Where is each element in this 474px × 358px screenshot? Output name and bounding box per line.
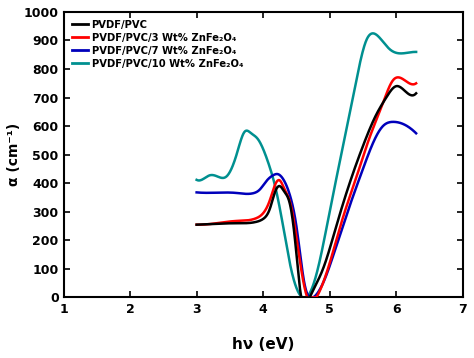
- Legend: PVDF/PVC, PVDF/PVC/3 Wt% ZnFe₂O₄, PVDF/PVC/7 Wt% ZnFe₂O₄, PVDF/PVC/10 Wt% ZnFe₂O: PVDF/PVC, PVDF/PVC/3 Wt% ZnFe₂O₄, PVDF/P…: [69, 17, 246, 72]
- Text: hν (eV): hν (eV): [232, 338, 294, 352]
- Y-axis label: α (cm⁻¹): α (cm⁻¹): [7, 123, 21, 186]
